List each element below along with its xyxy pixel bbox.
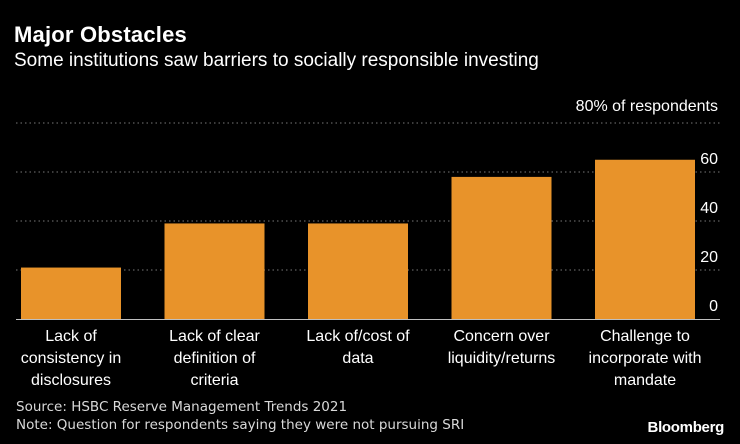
y-tick-label: 60 — [700, 151, 718, 168]
y-tick-label: 40 — [700, 200, 718, 217]
y-tick-label-top: 80% of respondents — [576, 98, 718, 115]
y-tick-label: 0 — [709, 298, 718, 315]
x-tick-label: Challenge to incorporate with mandate — [588, 328, 702, 389]
x-tick-label: Concern over liquidity/returns — [447, 328, 556, 367]
y-tick-label: 20 — [700, 249, 718, 266]
bar — [308, 223, 408, 319]
bar — [451, 176, 552, 319]
bloomberg-logo: Bloomberg — [647, 419, 725, 436]
bar — [164, 223, 265, 319]
x-tick-label: Lack of clear definition of criteria — [169, 328, 260, 389]
bar — [21, 267, 121, 319]
x-tick-label: Lack of/cost of data — [306, 328, 410, 367]
source-note: Source: HSBC Reserve Management Trends 2… — [16, 399, 348, 415]
bar — [595, 159, 695, 319]
x-tick-label: Lack of consistency in disclosures — [20, 328, 122, 389]
chart-title: Major Obstacles — [14, 22, 187, 47]
chart-subtitle: Some institutions saw barriers to social… — [14, 50, 539, 71]
footnote: Note: Question for respondents saying th… — [16, 417, 465, 433]
